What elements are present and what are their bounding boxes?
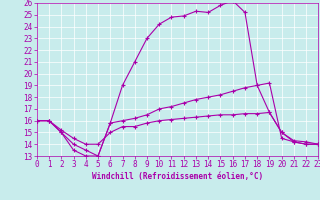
X-axis label: Windchill (Refroidissement éolien,°C): Windchill (Refroidissement éolien,°C) bbox=[92, 172, 263, 181]
